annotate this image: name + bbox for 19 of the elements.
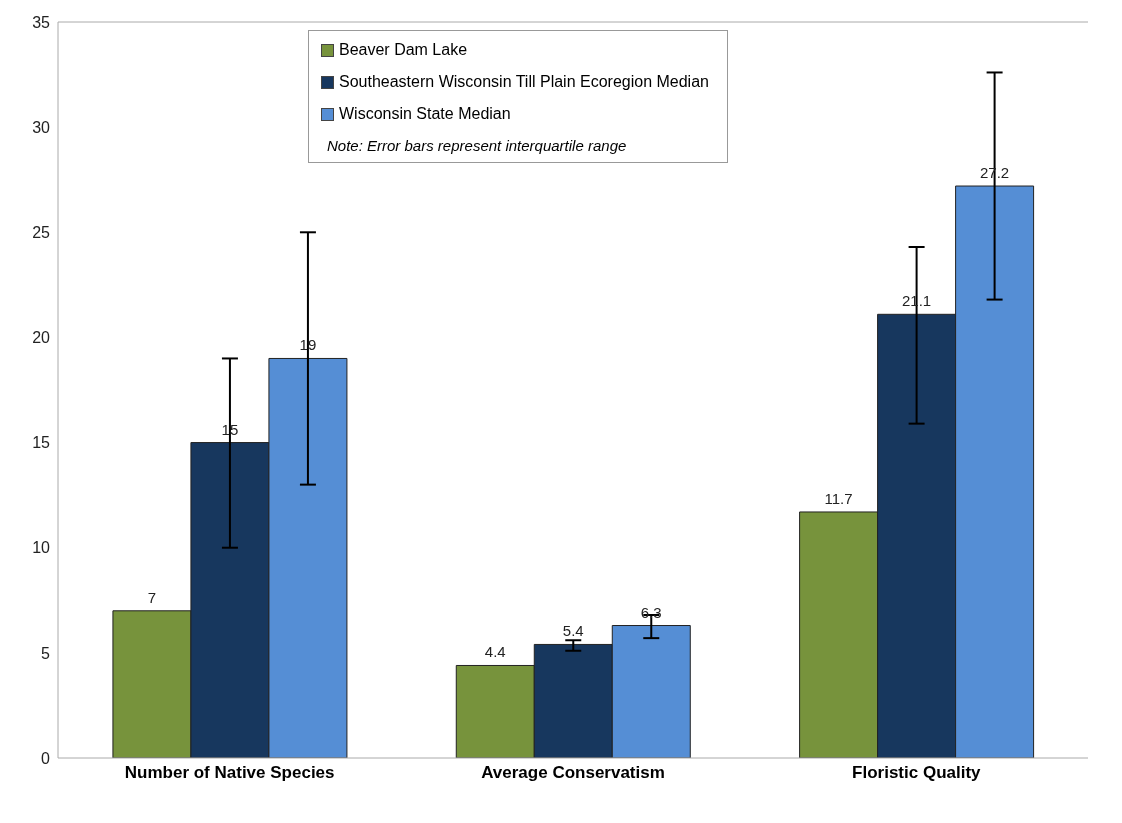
- annotation: Note: Error bars represent interquartile range: [326, 137, 628, 154]
- y-tick-label: 10: [32, 539, 51, 557]
- data-label: 5.4: [562, 622, 584, 640]
- x-tick-label: Number of Native Species: [124, 763, 335, 783]
- x-tick-label: Floristic Quality: [852, 763, 982, 783]
- data-label: 11.7: [824, 489, 853, 507]
- y-tick-label: 30: [32, 118, 51, 136]
- x-tick-label: Average Conservatism: [481, 763, 665, 783]
- y-tick-label: 5: [41, 644, 51, 662]
- y-tick-label: 0: [41, 749, 51, 767]
- y-tick-label: 25: [32, 223, 51, 241]
- legend-label: Beaver Dam Lake: [339, 41, 468, 59]
- legend-label: Southeastern Wisconsin Till Plain Ecoregion Median: [339, 73, 709, 91]
- y-tick-label: 35: [32, 13, 51, 31]
- data-label: 4.4: [484, 643, 506, 661]
- y-tick-label: 20: [32, 329, 51, 347]
- data-label: 7: [147, 588, 157, 606]
- legend-label: Wisconsin State Median: [339, 105, 511, 123]
- y-tick-label: 15: [32, 434, 51, 452]
